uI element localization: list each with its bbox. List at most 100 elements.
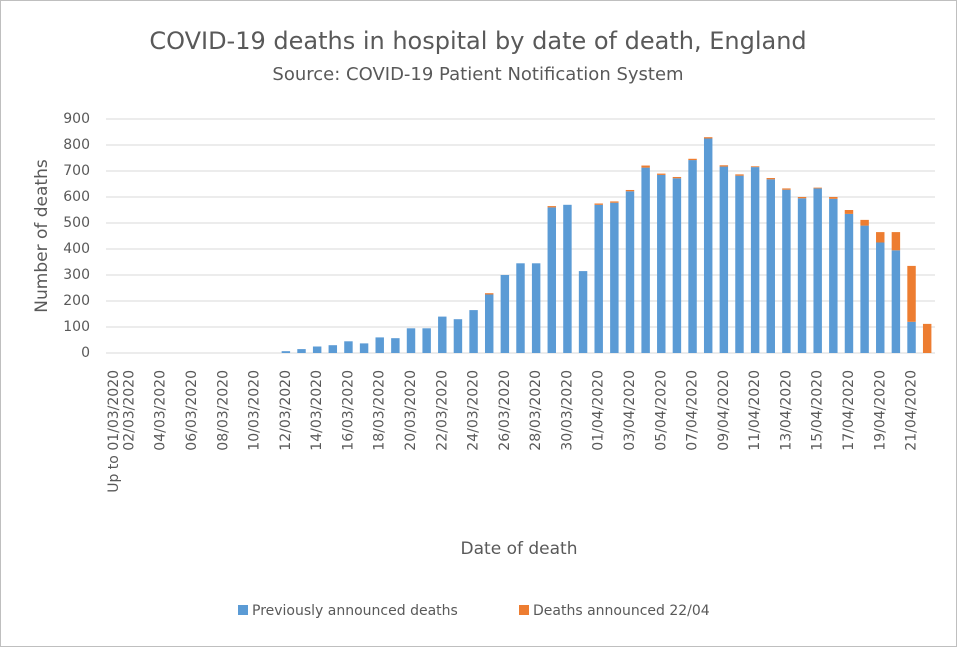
x-tick-label: 11/04/2020 bbox=[747, 370, 763, 451]
bar-segment bbox=[844, 213, 854, 353]
x-tick-label: 20/03/2020 bbox=[403, 370, 419, 451]
bar-segment bbox=[531, 263, 541, 353]
x-tick-label: 17/04/2020 bbox=[841, 370, 857, 451]
bar-segment bbox=[750, 167, 760, 353]
y-tick-label: 400 bbox=[63, 241, 90, 257]
x-tick-label: 02/03/2020 bbox=[121, 370, 137, 451]
bar-segment bbox=[876, 232, 885, 243]
bar-segment bbox=[610, 201, 619, 203]
x-tick-label: 12/03/2020 bbox=[278, 370, 294, 451]
bar-segment bbox=[829, 198, 838, 353]
x-tick-label: 07/04/2020 bbox=[685, 370, 701, 451]
x-tick-label: 21/04/2020 bbox=[904, 370, 920, 451]
legend-swatch bbox=[238, 605, 248, 615]
x-tick-label: 24/03/2020 bbox=[466, 370, 482, 451]
bar-segment bbox=[703, 137, 713, 139]
bar-segment bbox=[610, 202, 619, 353]
bar-segment bbox=[625, 191, 635, 353]
bar-segment bbox=[797, 197, 807, 199]
bar-segment bbox=[547, 207, 557, 353]
bar-segment bbox=[719, 165, 729, 167]
x-tick-label: 06/03/2020 bbox=[184, 370, 200, 451]
x-tick-label: 30/03/2020 bbox=[559, 370, 575, 451]
bar-segment bbox=[813, 188, 822, 353]
bar-segment bbox=[641, 165, 650, 168]
bar-segment bbox=[516, 263, 525, 353]
bar-segment bbox=[500, 275, 510, 353]
bar-segment bbox=[657, 174, 666, 353]
bar-segment bbox=[438, 316, 447, 353]
bar-segment bbox=[829, 197, 838, 199]
bar-segment bbox=[672, 176, 682, 179]
x-tick-label: 13/04/2020 bbox=[778, 370, 794, 451]
y-tick-label: 800 bbox=[63, 137, 90, 153]
bar-segment bbox=[484, 293, 494, 295]
bar-segment bbox=[578, 271, 588, 353]
x-tick-label: 18/03/2020 bbox=[372, 370, 388, 451]
y-tick-label: 600 bbox=[63, 189, 90, 205]
bar-segment bbox=[703, 138, 713, 353]
x-tick-label: 08/03/2020 bbox=[215, 370, 231, 451]
bar-segment bbox=[547, 206, 557, 208]
y-tick-label: 500 bbox=[63, 215, 90, 231]
bar-segment bbox=[688, 160, 697, 353]
x-tick-label: 19/04/2020 bbox=[872, 370, 888, 451]
legend-label: Deaths announced 22/04 bbox=[533, 603, 710, 619]
bar-segment bbox=[344, 341, 353, 353]
bar-segment bbox=[797, 198, 807, 353]
legend-swatch bbox=[519, 605, 529, 615]
x-tick-label: 01/04/2020 bbox=[591, 370, 607, 451]
bar-segment bbox=[484, 294, 494, 353]
x-tick-label: 15/04/2020 bbox=[810, 370, 826, 451]
x-tick-label: 04/03/2020 bbox=[153, 370, 169, 451]
bar-segment bbox=[766, 179, 775, 353]
x-tick-label: 03/04/2020 bbox=[622, 370, 638, 451]
x-tick-label: Up to 01/03/2020 bbox=[106, 370, 122, 493]
bar-segment bbox=[281, 351, 291, 353]
x-tick-label: 28/03/2020 bbox=[528, 370, 544, 451]
x-tick-label: 05/04/2020 bbox=[653, 370, 669, 451]
x-tick-label: 16/03/2020 bbox=[340, 370, 356, 451]
bar-segment bbox=[563, 204, 572, 353]
bar-segment bbox=[641, 167, 650, 353]
bar-segment bbox=[719, 166, 729, 353]
y-tick-label: 300 bbox=[63, 267, 90, 283]
bar-segment bbox=[766, 178, 775, 180]
bar-segment bbox=[359, 343, 369, 353]
bar-segment bbox=[453, 319, 463, 353]
y-tick-label: 100 bbox=[63, 319, 90, 335]
legend-label: Previously announced deaths bbox=[252, 603, 458, 619]
chart-subtitle: Source: COVID-19 Patient Notification Sy… bbox=[272, 64, 683, 85]
y-tick-label: 200 bbox=[63, 293, 90, 309]
bar-segment bbox=[876, 242, 885, 353]
bar-segment bbox=[375, 337, 384, 353]
x-tick-label: 14/03/2020 bbox=[309, 370, 325, 451]
bar-segment bbox=[891, 250, 901, 353]
bar-segment bbox=[813, 187, 822, 189]
bar-segment bbox=[750, 166, 760, 168]
bar-segment bbox=[594, 204, 603, 353]
bar-segment bbox=[735, 174, 744, 176]
x-axis-title: Date of death bbox=[461, 539, 578, 559]
y-tick-label: 700 bbox=[63, 163, 90, 179]
bar-segment bbox=[391, 338, 400, 353]
x-tick-label: 09/04/2020 bbox=[716, 370, 732, 451]
bar-segment bbox=[328, 345, 338, 353]
bar-segment bbox=[594, 203, 603, 205]
x-tick-label: 22/03/2020 bbox=[434, 370, 450, 451]
y-tick-label: 900 bbox=[63, 111, 90, 127]
x-tick-label: 10/03/2020 bbox=[247, 370, 263, 451]
x-tick-label: 26/03/2020 bbox=[497, 370, 513, 451]
y-tick-label: 0 bbox=[81, 345, 90, 361]
chart-title: COVID-19 deaths in hospital by date of d… bbox=[149, 27, 806, 55]
bar-segment bbox=[907, 321, 916, 353]
bar-segment bbox=[844, 210, 854, 214]
bar-segment bbox=[782, 189, 791, 353]
bar-segment bbox=[891, 232, 901, 251]
bar-segment bbox=[860, 225, 869, 353]
bar-segment bbox=[672, 178, 682, 353]
bar-segment bbox=[312, 346, 322, 353]
bar-segment bbox=[782, 188, 791, 190]
